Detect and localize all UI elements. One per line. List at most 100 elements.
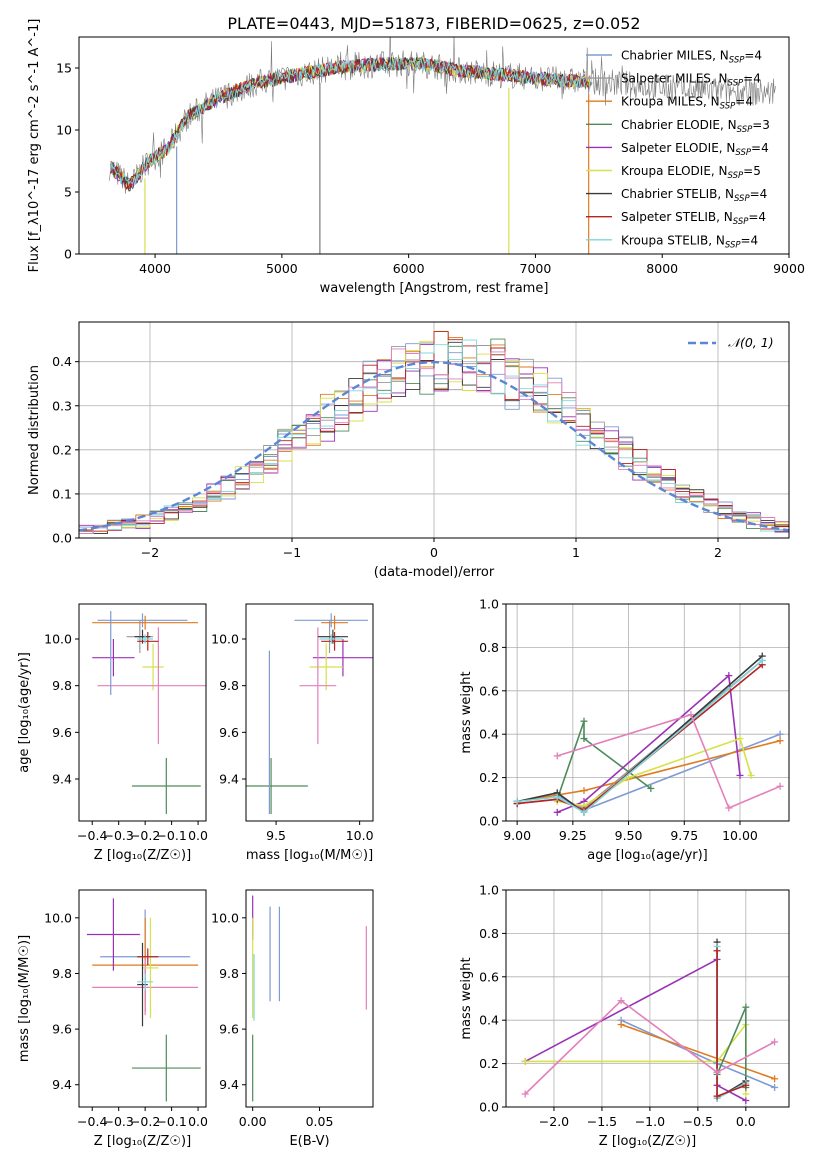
x-tick-label: 8000 — [646, 261, 678, 276]
x-tick-label: 9.75 — [670, 828, 698, 843]
x-tick-label: −2.0 — [539, 1114, 569, 1129]
residual-histogram-step — [79, 348, 789, 535]
y-axis-label: age [log₁₀(age/yr)] — [17, 652, 32, 773]
axes-frame — [505, 603, 790, 822]
x-tick-label: 9000 — [773, 261, 805, 276]
x-tick-label: −1.0 — [635, 1114, 665, 1129]
mass-weight-vs-age-marks — [513, 652, 784, 816]
mass-vs-Z-marks — [86, 898, 201, 1102]
x-axis-label: mass [log₁₀(M/M☉)] — [246, 848, 373, 863]
x-tick-label: −0.4 — [77, 1114, 107, 1129]
y-tick-label: 0.6 — [479, 969, 499, 984]
figure-title: PLATE=0443, MJD=51873, FIBERID=0625, z=0… — [227, 14, 640, 33]
legend-label: Kroupa ELODIE, NSSP=5 — [621, 164, 761, 181]
x-tick-label: −0.4 — [77, 828, 107, 843]
y-tick-label: 9.4 — [52, 1077, 72, 1092]
x-axis-label: wavelength [Angstrom, rest frame] — [320, 281, 549, 296]
y-tick-label: 10.0 — [44, 910, 72, 925]
mass-weight-line — [556, 720, 652, 800]
x-tick-label: 0 — [430, 545, 438, 560]
y-axis-label: mass weight — [459, 957, 474, 1039]
x-tick-label: 0.05 — [306, 1114, 334, 1129]
age-vs-mass-panel: 9.5 10.0 9.4 9.6 9.8 10.0 mass [log₁₀(M/M☉)] — [211, 603, 374, 863]
axes-frame — [505, 889, 790, 1108]
mass-weight-line — [516, 739, 781, 803]
x-tick-label: 9.25 — [559, 828, 587, 843]
x-tick-label: −0.1 — [156, 1114, 186, 1129]
x-tick-label: −0.2 — [130, 1114, 160, 1129]
mass-weight-line — [525, 1023, 747, 1094]
axes-frame — [78, 36, 790, 255]
residual-histogram-step — [79, 339, 789, 535]
y-tick-label: 0.4 — [479, 1013, 499, 1028]
y-tick-label: 9.8 — [52, 678, 72, 693]
y-tick-label: 0.2 — [52, 442, 72, 457]
x-axis-label: (data-model)/error — [374, 565, 495, 580]
y-tick-label: 9.6 — [52, 725, 72, 740]
x-tick-label: 0.0 — [736, 1114, 756, 1129]
legend-label: Salpeter MILES, NSSP=4 — [621, 72, 761, 89]
mass-weight-vs-age-panel: 9.00 9.25 9.50 9.75 10.00 0.0 0.2 0.4 0.6 0.8 1.0 a… — [459, 597, 790, 863]
y-tick-label: 10 — [56, 123, 72, 138]
x-tick-label: −0.3 — [104, 828, 134, 843]
y-tick-label: 0.0 — [52, 531, 72, 546]
x-tick-label: 0.0 — [188, 1114, 208, 1129]
y-tick-label: 1.0 — [479, 597, 499, 612]
axes-frame — [78, 603, 207, 822]
y-tick-label: 0 — [64, 247, 72, 262]
y-tick-label: 0.4 — [52, 354, 72, 369]
mass-weight-line — [716, 1006, 747, 1088]
mass-weight-line — [516, 655, 763, 814]
axes-frame — [245, 603, 374, 822]
y-tick-label: 5 — [64, 185, 72, 200]
x-tick-label: 10.0 — [346, 828, 374, 843]
legend-label: Salpeter ELODIE, NSSP=4 — [621, 141, 769, 158]
x-tick-label: 0.00 — [239, 1114, 267, 1129]
legend-label: 𝒩(0, 1) — [728, 335, 774, 350]
x-tick-label: −0.2 — [130, 828, 160, 843]
x-tick-label: 2 — [714, 545, 722, 560]
y-tick-label: 9.4 — [52, 772, 72, 787]
y-tick-label: 0.2 — [479, 1056, 499, 1071]
y-tick-label: 0.8 — [479, 640, 499, 655]
x-tick-label: 9.50 — [615, 828, 643, 843]
normal-distribution-curve — [79, 360, 789, 532]
mass-weight-line — [557, 674, 741, 814]
y-tick-label: 9.8 — [219, 966, 239, 981]
y-tick-label: 0.4 — [479, 727, 499, 742]
x-tick-label: 5000 — [266, 261, 298, 276]
spectrum-panel: 4000 5000 6000 7000 8000 9000 0 5 10 15 wavelength… — [27, 19, 805, 296]
y-tick-label: 0.3 — [52, 398, 72, 413]
mass-vs-Z-panel: −0.4−0.3−0.2−0.1 0.0 9.4 9.6 9.8 10.0 Z [log₁₀… — [17, 889, 208, 1149]
y-tick-label: 9.4 — [219, 772, 239, 787]
y-tick-label: 0.2 — [479, 770, 499, 785]
legend-label: Kroupa STELIB, NSSP=4 — [621, 233, 758, 250]
x-tick-label: −2 — [141, 545, 159, 560]
y-tick-label: 9.4 — [219, 1077, 239, 1092]
x-tick-label: 4000 — [139, 261, 171, 276]
x-tick-label: −0.5 — [683, 1114, 713, 1129]
mass-weight-vs-Z-marks — [521, 938, 779, 1104]
y-axis-label: mass weight — [459, 671, 474, 753]
mass-vs-EBV-panel: 0.00 0.05 9.4 9.6 9.8 10.0 E(B-V) — [211, 889, 374, 1149]
legend-label: Kroupa MILES, NSSP=4 — [621, 95, 753, 112]
x-tick-label: 9.00 — [503, 828, 531, 843]
x-tick-label: 7000 — [520, 261, 552, 276]
y-tick-label: 9.6 — [219, 725, 239, 740]
x-tick-label: −0.1 — [156, 828, 186, 843]
y-tick-label: 0.8 — [479, 926, 499, 941]
x-axis-label: E(B-V) — [289, 1134, 329, 1149]
mass-weight-line — [620, 1023, 775, 1080]
y-tick-label: 1.0 — [479, 883, 499, 898]
age-vs-Z-panel: −0.4−0.3−0.2−0.1 0.0 9.4 9.6 9.8 10.0 Z [log₁₀… — [17, 603, 208, 863]
y-tick-label: 9.6 — [52, 1022, 72, 1037]
y-tick-label: 10.0 — [211, 910, 239, 925]
x-tick-label: −1 — [283, 545, 301, 560]
y-tick-label: 9.8 — [219, 678, 239, 693]
y-axis-label: Normed distribution — [27, 365, 42, 495]
mass-weight-line — [524, 999, 775, 1095]
legend-label: Chabrier ELODIE, NSSP=3 — [621, 118, 770, 135]
y-tick-label: 9.6 — [219, 1022, 239, 1037]
mass-weight-vs-Z-panel: −2.0 −1.5 −1.0 −0.5 0.0 0.0 0.2 0.4 0.6 0.8 1.0 Z [… — [459, 883, 790, 1149]
